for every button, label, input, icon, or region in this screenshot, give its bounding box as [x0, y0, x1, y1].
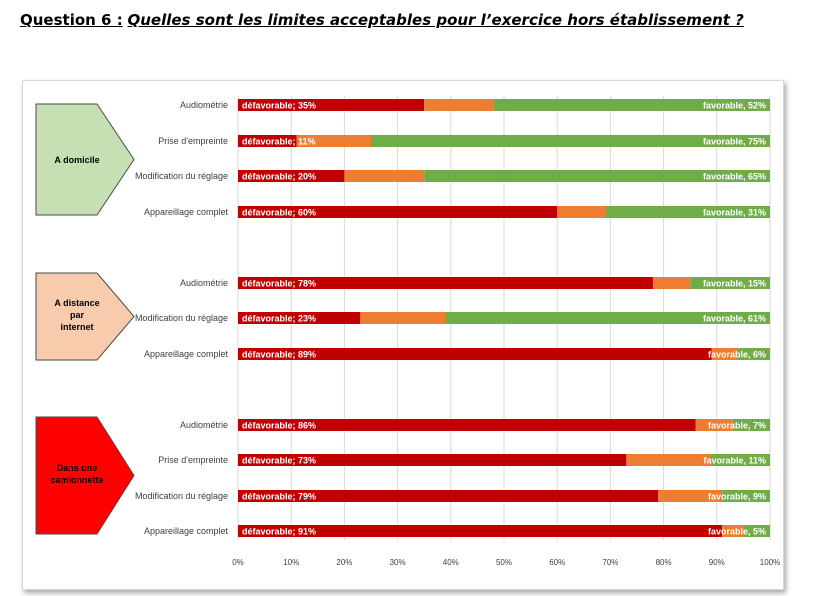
data-label-defavorable: défavorable; 89%: [242, 350, 316, 360]
category-label: Appareillage complet: [144, 207, 229, 217]
bar-neutre: [344, 170, 425, 182]
bar-favorable: [722, 490, 770, 502]
x-tick-label: 50%: [496, 558, 512, 567]
bar-defavorable: [238, 525, 723, 537]
data-label-defavorable: défavorable; 11%: [242, 137, 316, 147]
data-label-favorable: favorable, 5%: [708, 527, 766, 537]
x-tick-label: 40%: [443, 558, 459, 567]
bar-favorable: [424, 170, 770, 182]
data-label-defavorable: défavorable; 23%: [242, 314, 316, 324]
bar-defavorable: [238, 206, 558, 218]
category-label: Audiométrie: [180, 100, 228, 110]
data-label-favorable: favorable, 9%: [708, 492, 766, 502]
x-tick-label: 80%: [656, 558, 672, 567]
bar-neutre: [626, 454, 712, 466]
data-label-favorable: favorable, 15%: [703, 279, 766, 289]
data-label-defavorable: défavorable; 60%: [242, 208, 316, 218]
bar-defavorable: [238, 348, 712, 360]
data-label-favorable: favorable, 11%: [703, 456, 766, 466]
data-label-favorable: favorable, 6%: [708, 350, 766, 360]
bar-defavorable: [238, 277, 653, 289]
x-tick-label: 0%: [232, 558, 244, 567]
data-label-favorable: favorable, 7%: [708, 421, 766, 431]
bar-neutre: [695, 419, 733, 431]
category-label: Modification du réglage: [135, 313, 228, 323]
category-label: Audiométrie: [180, 278, 228, 288]
question-title: Question 6 : Quelles sont les limites ac…: [20, 10, 744, 30]
category-label: Appareillage complet: [144, 526, 229, 536]
bar-favorable: [738, 348, 770, 360]
category-label: Audiométrie: [180, 420, 228, 430]
bar-defavorable: [238, 170, 345, 182]
bar-defavorable: [238, 419, 696, 431]
group-pentagon: [35, 103, 135, 216]
bar-neutre: [424, 99, 494, 111]
category-label: Modification du réglage: [135, 491, 228, 501]
x-tick-label: 90%: [709, 558, 725, 567]
bar-defavorable: [238, 99, 425, 111]
bar-neutre: [360, 312, 446, 324]
bar-favorable: [605, 206, 770, 218]
bar-favorable: [711, 454, 770, 466]
data-label-defavorable: défavorable; 79%: [242, 492, 316, 502]
group-label: Dans une: [57, 463, 98, 473]
question-text: Quelles sont les limites acceptables pou…: [127, 11, 744, 29]
data-label-defavorable: défavorable; 35%: [242, 101, 316, 111]
bar-neutre: [658, 490, 723, 502]
group-label: A domicile: [54, 155, 99, 165]
data-label-defavorable: défavorable; 73%: [242, 456, 316, 466]
data-label-favorable: favorable, 65%: [703, 172, 766, 182]
x-tick-label: 20%: [336, 558, 352, 567]
bar-neutre: [652, 277, 691, 289]
data-label-favorable: favorable, 52%: [703, 101, 766, 111]
bar-neutre: [296, 135, 371, 147]
group-label: internet: [60, 322, 93, 332]
data-label-defavorable: défavorable; 91%: [242, 527, 316, 537]
x-tick-label: 60%: [549, 558, 565, 567]
data-label-defavorable: défavorable; 86%: [242, 421, 316, 431]
bar-favorable: [743, 525, 770, 537]
data-label-favorable: favorable, 31%: [703, 208, 766, 218]
category-label: Modification du réglage: [135, 171, 228, 181]
data-label-favorable: favorable, 61%: [703, 314, 766, 324]
chart-container: [22, 80, 784, 590]
bar-neutre: [557, 206, 606, 218]
group-label: camionnette: [50, 475, 103, 485]
category-label: Prise d'empreinte: [158, 455, 228, 465]
group-label: A distance: [54, 298, 99, 308]
bar-defavorable: [238, 312, 361, 324]
bar-favorable: [493, 99, 770, 111]
x-tick-label: 10%: [283, 558, 299, 567]
bar-favorable: [690, 277, 770, 289]
bar-favorable: [371, 135, 770, 147]
bar-defavorable: [238, 490, 659, 502]
category-label: Appareillage complet: [144, 349, 229, 359]
group-label: par: [70, 310, 85, 320]
group-pentagon: [35, 272, 135, 361]
bar-defavorable: [238, 454, 627, 466]
question-number: Question 6 :: [20, 11, 123, 29]
data-label-favorable: favorable, 75%: [703, 137, 766, 147]
category-label: Prise d'empreinte: [158, 136, 228, 146]
group-pentagon: [35, 416, 135, 535]
bar-favorable: [445, 312, 770, 324]
bar-defavorable: [238, 135, 297, 147]
x-tick-label: 70%: [602, 558, 618, 567]
bar-favorable: [732, 419, 770, 431]
x-tick-label: 100%: [760, 558, 780, 567]
data-label-defavorable: défavorable; 78%: [242, 279, 316, 289]
bar-neutre: [722, 525, 744, 537]
x-tick-label: 30%: [390, 558, 406, 567]
data-label-defavorable: défavorable; 20%: [242, 172, 316, 182]
bar-neutre: [711, 348, 739, 360]
